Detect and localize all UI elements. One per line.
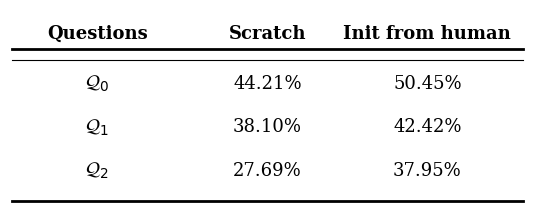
Text: Scratch: Scratch xyxy=(229,25,307,43)
Text: Questions: Questions xyxy=(47,25,147,43)
Text: 50.45%: 50.45% xyxy=(393,75,461,93)
Text: Init from human: Init from human xyxy=(344,25,511,43)
Text: $\mathcal{Q}_1$: $\mathcal{Q}_1$ xyxy=(85,117,109,138)
Text: 38.10%: 38.10% xyxy=(233,118,302,136)
Text: 37.95%: 37.95% xyxy=(393,162,461,180)
Text: 42.42%: 42.42% xyxy=(393,118,461,136)
Text: $\mathcal{Q}_0$: $\mathcal{Q}_0$ xyxy=(85,74,109,94)
Text: 44.21%: 44.21% xyxy=(233,75,302,93)
Text: 27.69%: 27.69% xyxy=(233,162,302,180)
Text: $\mathcal{Q}_2$: $\mathcal{Q}_2$ xyxy=(85,161,109,181)
